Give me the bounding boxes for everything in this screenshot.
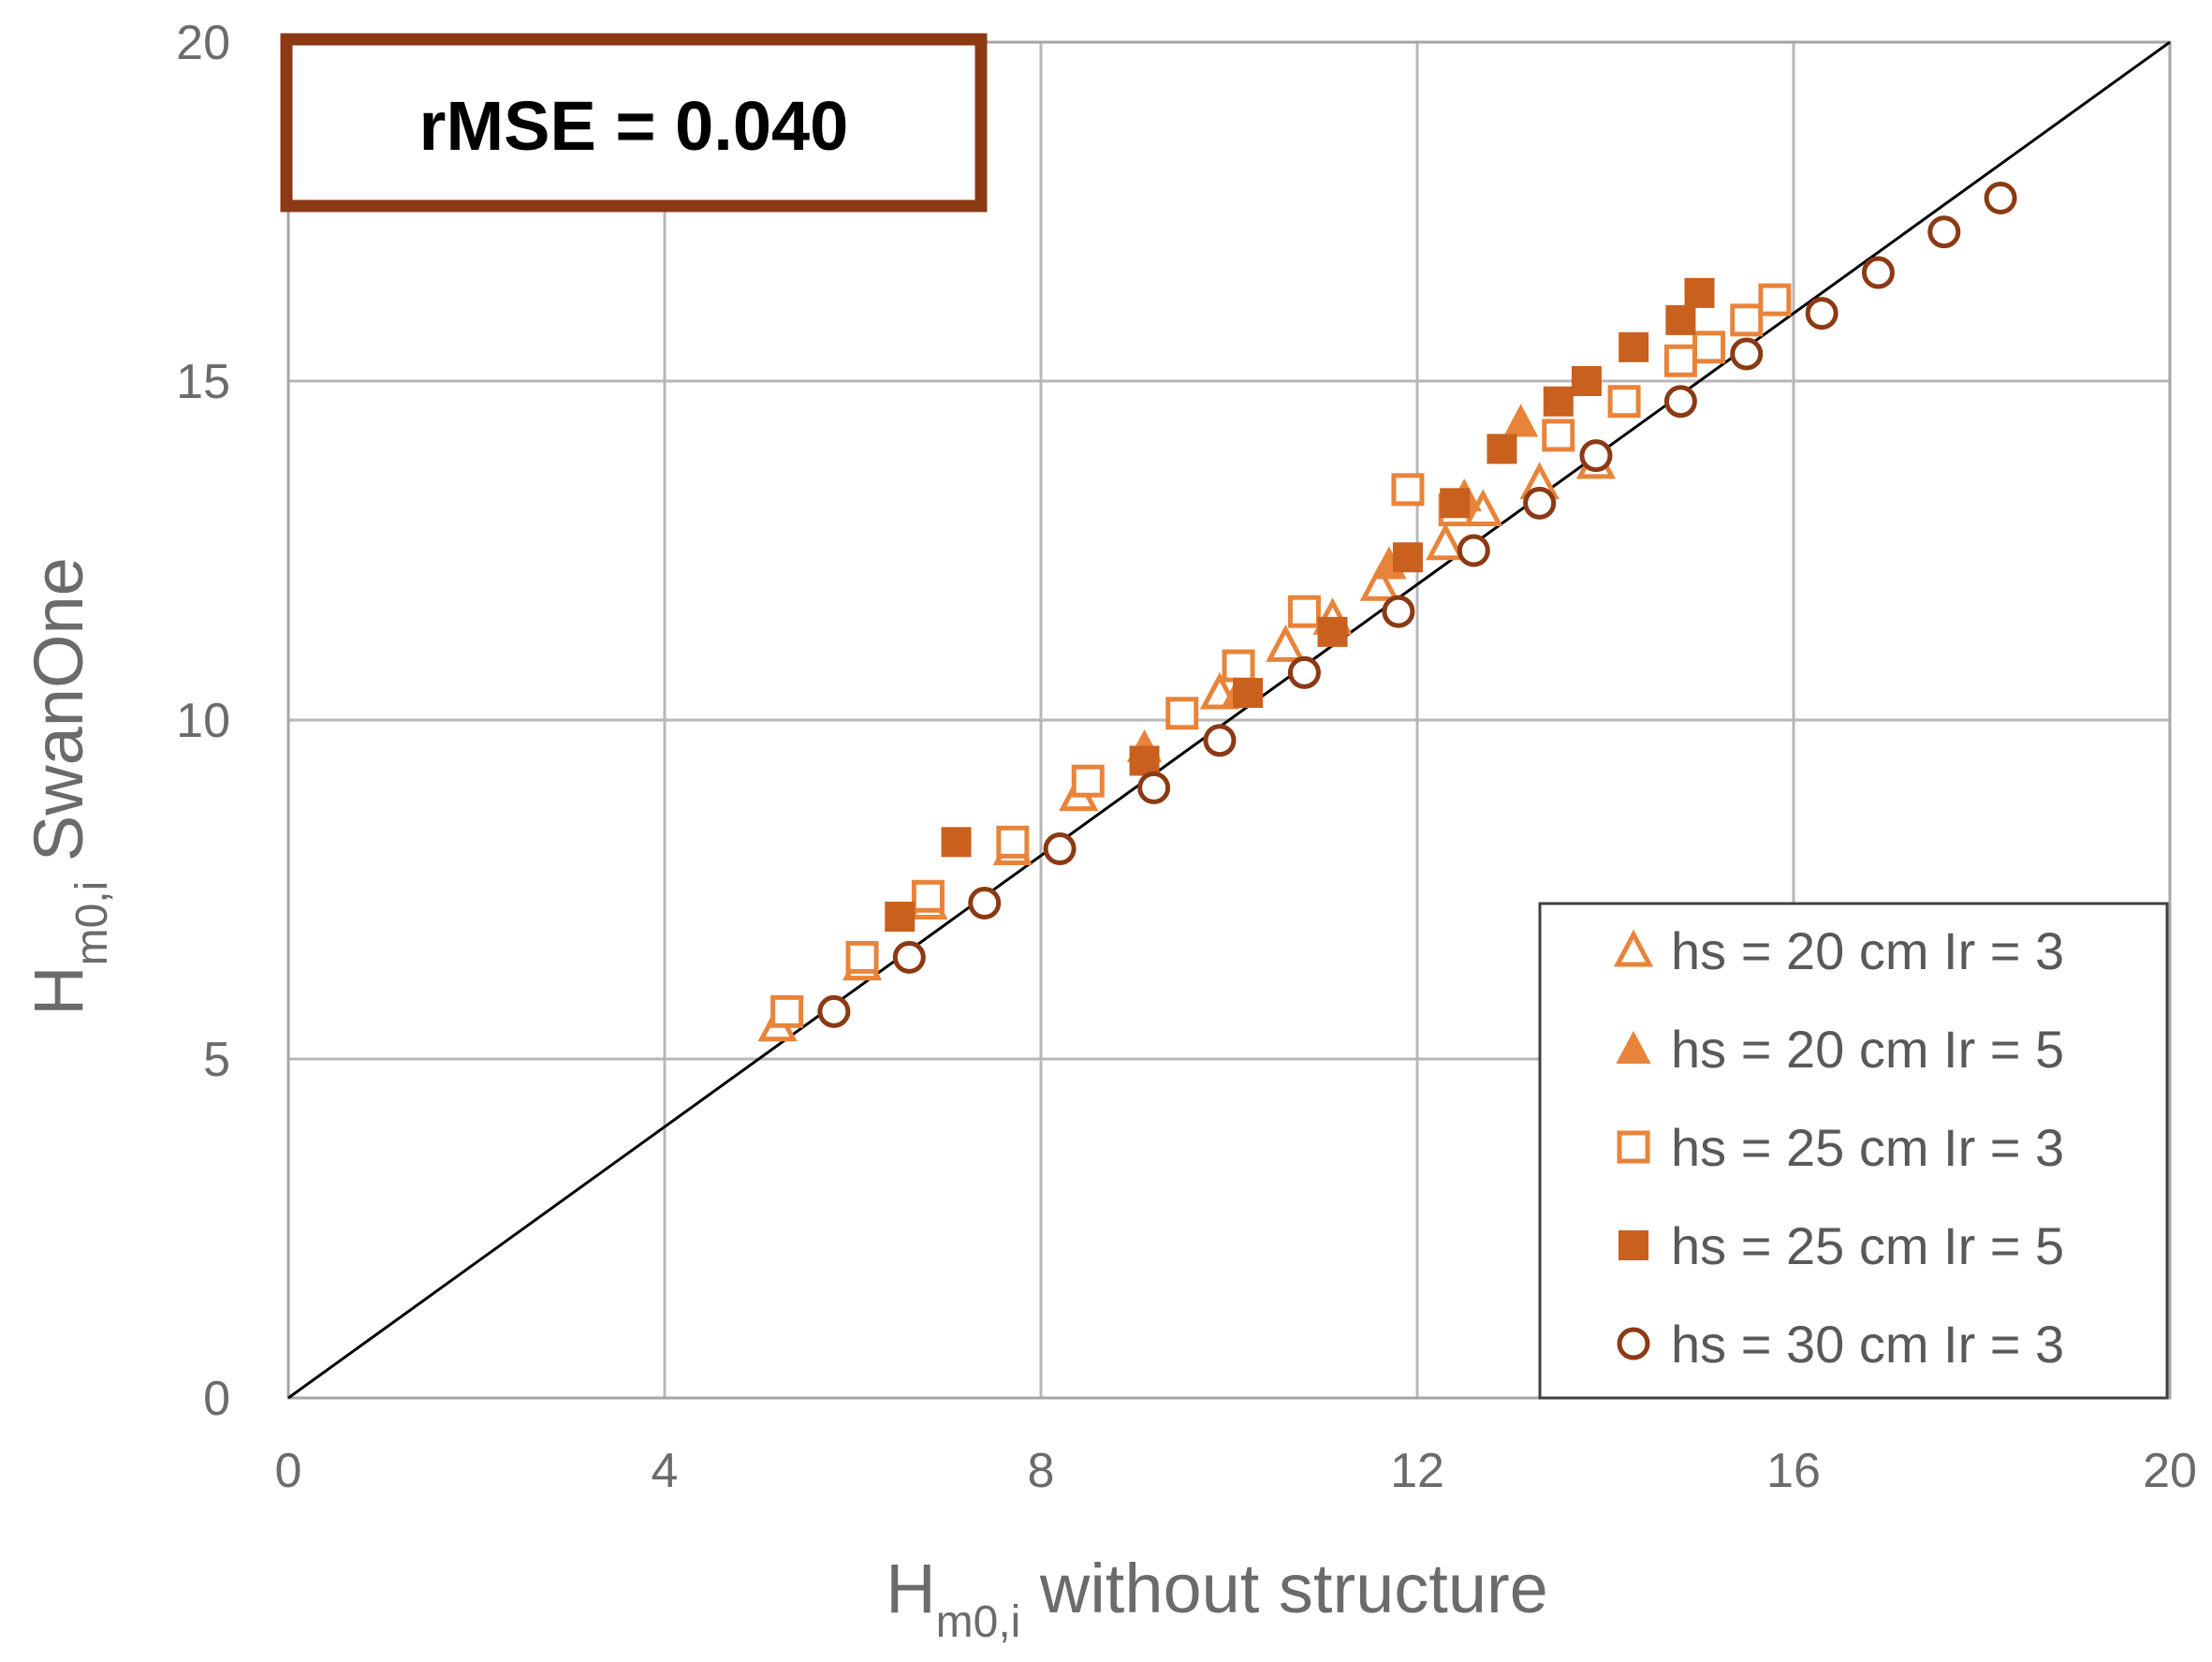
data-point — [1129, 745, 1160, 776]
data-point — [1665, 304, 1696, 335]
data-point — [892, 940, 926, 974]
data-point — [968, 886, 1002, 919]
legend-item: hs = 25 cm Ir = 3 — [1617, 1118, 2064, 1177]
data-point — [885, 901, 916, 932]
data-point — [1502, 404, 1539, 437]
data-point — [1165, 697, 1199, 730]
x-tick-label: 0 — [275, 1444, 302, 1498]
x-axis-title-main: H — [886, 1550, 935, 1627]
data-point — [1043, 832, 1077, 866]
rmse-annotation-text: rMSE = 0.040 — [419, 87, 849, 165]
data-point — [941, 827, 972, 858]
data-point — [1684, 277, 1715, 308]
data-point — [1137, 771, 1171, 804]
data-point — [1425, 522, 1466, 561]
y-tick-label: 0 — [203, 1372, 230, 1426]
data-point — [1663, 385, 1697, 419]
legend-label: hs = 20 cm Ir = 5 — [1671, 1020, 2064, 1079]
data-point — [1287, 595, 1321, 628]
y-tick-label: 20 — [176, 16, 230, 70]
tick-labels: 0 4 8 12 16 20 0 5 10 15 20 — [176, 16, 2197, 1498]
legend-marker — [1613, 929, 1654, 967]
legend-label: hs = 30 cm Ir = 3 — [1671, 1315, 2064, 1374]
legend-item: hs = 20 cm Ir = 5 — [1616, 1020, 2064, 1079]
one-to-one-reference-line — [287, 40, 2171, 1400]
data-point — [1984, 182, 2017, 215]
data-point — [1203, 724, 1237, 757]
data-point — [1287, 655, 1321, 689]
legend-item: hs = 25 cm Ir = 5 — [1619, 1216, 2064, 1275]
x-tick-label: 8 — [1028, 1444, 1055, 1498]
data-point — [1523, 486, 1557, 520]
rmse-annotation: rMSE = 0.040 — [280, 33, 988, 213]
data-point — [1222, 649, 1255, 683]
legend-item: hs = 20 cm Ir = 3 — [1613, 921, 2064, 980]
x-axis-title-subscript: m0,i — [936, 1597, 1021, 1647]
data-point — [1663, 344, 1697, 377]
rmse-annotation-box — [280, 33, 988, 213]
legend-label: hs = 25 cm Ir = 5 — [1671, 1216, 2064, 1275]
data-point — [1542, 419, 1575, 452]
data-point — [1927, 215, 1961, 249]
data-point — [1392, 542, 1423, 573]
data-point — [1487, 434, 1517, 464]
y-axis-title-subscript: m0,i — [67, 881, 117, 966]
y-tick-label: 5 — [203, 1033, 230, 1087]
data-point — [845, 940, 879, 974]
legend-marker — [1617, 1130, 1650, 1164]
data-point — [1457, 534, 1490, 567]
data-point — [911, 879, 945, 913]
legend: hs = 20 cm Ir = 3 hs = 20 cm Ir = 5 hs = 2… — [1538, 902, 2169, 1400]
legend-item: hs = 30 cm Ir = 3 — [1617, 1315, 2064, 1374]
data-point — [1619, 331, 1649, 362]
data-point — [1730, 303, 1764, 337]
legend-marker — [1619, 1230, 1648, 1260]
x-axis-title-rest: without structure — [1020, 1550, 1547, 1627]
x-tick-label: 16 — [1766, 1444, 1821, 1498]
data-point — [1382, 595, 1415, 628]
series-square-filled — [885, 277, 1715, 932]
legend-marker — [1617, 1327, 1650, 1360]
data-point — [1359, 563, 1399, 601]
data-point — [1317, 616, 1348, 647]
data-markers — [757, 182, 2017, 1042]
series-circle-open — [817, 182, 2017, 1028]
data-point — [1730, 337, 1764, 371]
data-point — [1571, 366, 1602, 396]
data-point — [996, 825, 1030, 859]
legend-label: hs = 20 cm Ir = 3 — [1671, 921, 2064, 980]
x-axis-title: Hm0,i without structure — [886, 1550, 1548, 1647]
legend-marker — [1616, 1030, 1651, 1064]
y-axis-title: Hm0,i SwanOne — [20, 557, 117, 1016]
series-square-open — [770, 283, 1792, 1028]
y-tick-label: 15 — [176, 355, 230, 409]
data-point — [1692, 331, 1726, 364]
data-point — [770, 994, 804, 1028]
legend-label: hs = 25 cm Ir = 3 — [1671, 1118, 2064, 1177]
data-point — [1607, 385, 1641, 419]
data-point — [1391, 473, 1425, 507]
data-point — [1579, 439, 1613, 473]
y-tick-label: 10 — [176, 694, 230, 748]
data-point — [1233, 678, 1264, 709]
plot-area-border — [286, 40, 2172, 1400]
data-point — [817, 994, 851, 1028]
data-point — [1440, 488, 1471, 519]
y-axis-title-main: H — [20, 965, 97, 1015]
x-tick-label: 12 — [1390, 1444, 1444, 1498]
y-axis-title-rest: SwanOne — [20, 557, 97, 881]
x-tick-label: 20 — [2143, 1444, 2197, 1498]
data-point — [1861, 256, 1895, 289]
data-point — [1071, 764, 1105, 798]
data-point — [1758, 283, 1792, 316]
data-point — [1266, 625, 1306, 662]
x-tick-label: 4 — [652, 1444, 679, 1498]
data-point — [1805, 297, 1838, 331]
data-point — [1543, 386, 1574, 417]
